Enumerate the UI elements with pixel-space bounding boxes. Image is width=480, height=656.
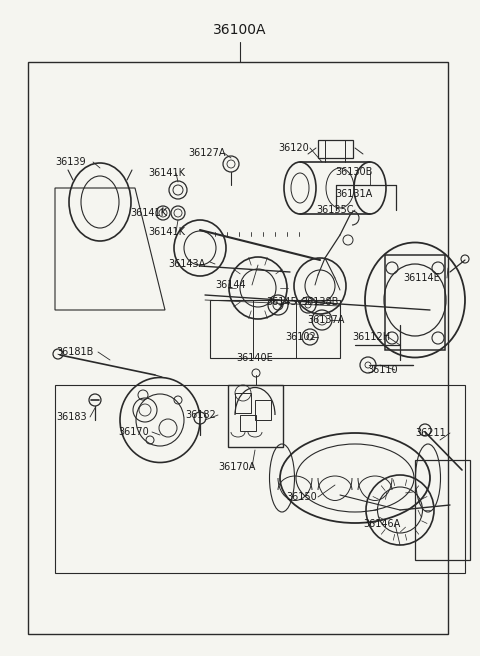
Text: 36181B: 36181B xyxy=(56,347,94,357)
Text: 36131A: 36131A xyxy=(335,189,372,199)
Text: 36144: 36144 xyxy=(215,280,246,290)
Text: 36183: 36183 xyxy=(56,412,86,422)
Bar xyxy=(385,255,445,350)
Text: 36140E: 36140E xyxy=(236,353,273,363)
Text: 36110: 36110 xyxy=(367,365,397,375)
Bar xyxy=(28,62,448,634)
Text: 36135C: 36135C xyxy=(316,205,353,215)
Bar xyxy=(240,415,256,431)
Text: 36141K: 36141K xyxy=(148,227,185,237)
Bar xyxy=(55,385,465,573)
Text: 36182: 36182 xyxy=(185,410,216,420)
Text: 36114E: 36114E xyxy=(403,273,440,283)
Text: 36120: 36120 xyxy=(278,143,309,153)
Text: 36130B: 36130B xyxy=(335,167,372,177)
Text: 36139: 36139 xyxy=(55,157,85,167)
Text: 36100A: 36100A xyxy=(213,23,267,37)
Text: 36112H: 36112H xyxy=(352,332,390,342)
Bar xyxy=(415,460,470,560)
Bar xyxy=(210,300,340,358)
Text: 36211: 36211 xyxy=(415,428,446,438)
Bar xyxy=(255,400,271,420)
Bar xyxy=(228,385,283,447)
Text: 36102: 36102 xyxy=(285,332,316,342)
Text: 36127A: 36127A xyxy=(188,148,226,158)
Text: 36170: 36170 xyxy=(118,427,149,437)
Text: 36170A: 36170A xyxy=(218,462,255,472)
Text: 36137A: 36137A xyxy=(307,315,344,325)
Text: 36150: 36150 xyxy=(286,492,317,502)
Text: 36146A: 36146A xyxy=(363,519,400,529)
Text: 36138B: 36138B xyxy=(301,297,338,307)
Text: 36141K: 36141K xyxy=(148,168,185,178)
Text: 36141K: 36141K xyxy=(130,208,167,218)
Bar xyxy=(318,140,353,158)
Text: 36145: 36145 xyxy=(266,297,297,307)
Bar xyxy=(235,393,251,413)
Text: 36143A: 36143A xyxy=(168,259,205,269)
